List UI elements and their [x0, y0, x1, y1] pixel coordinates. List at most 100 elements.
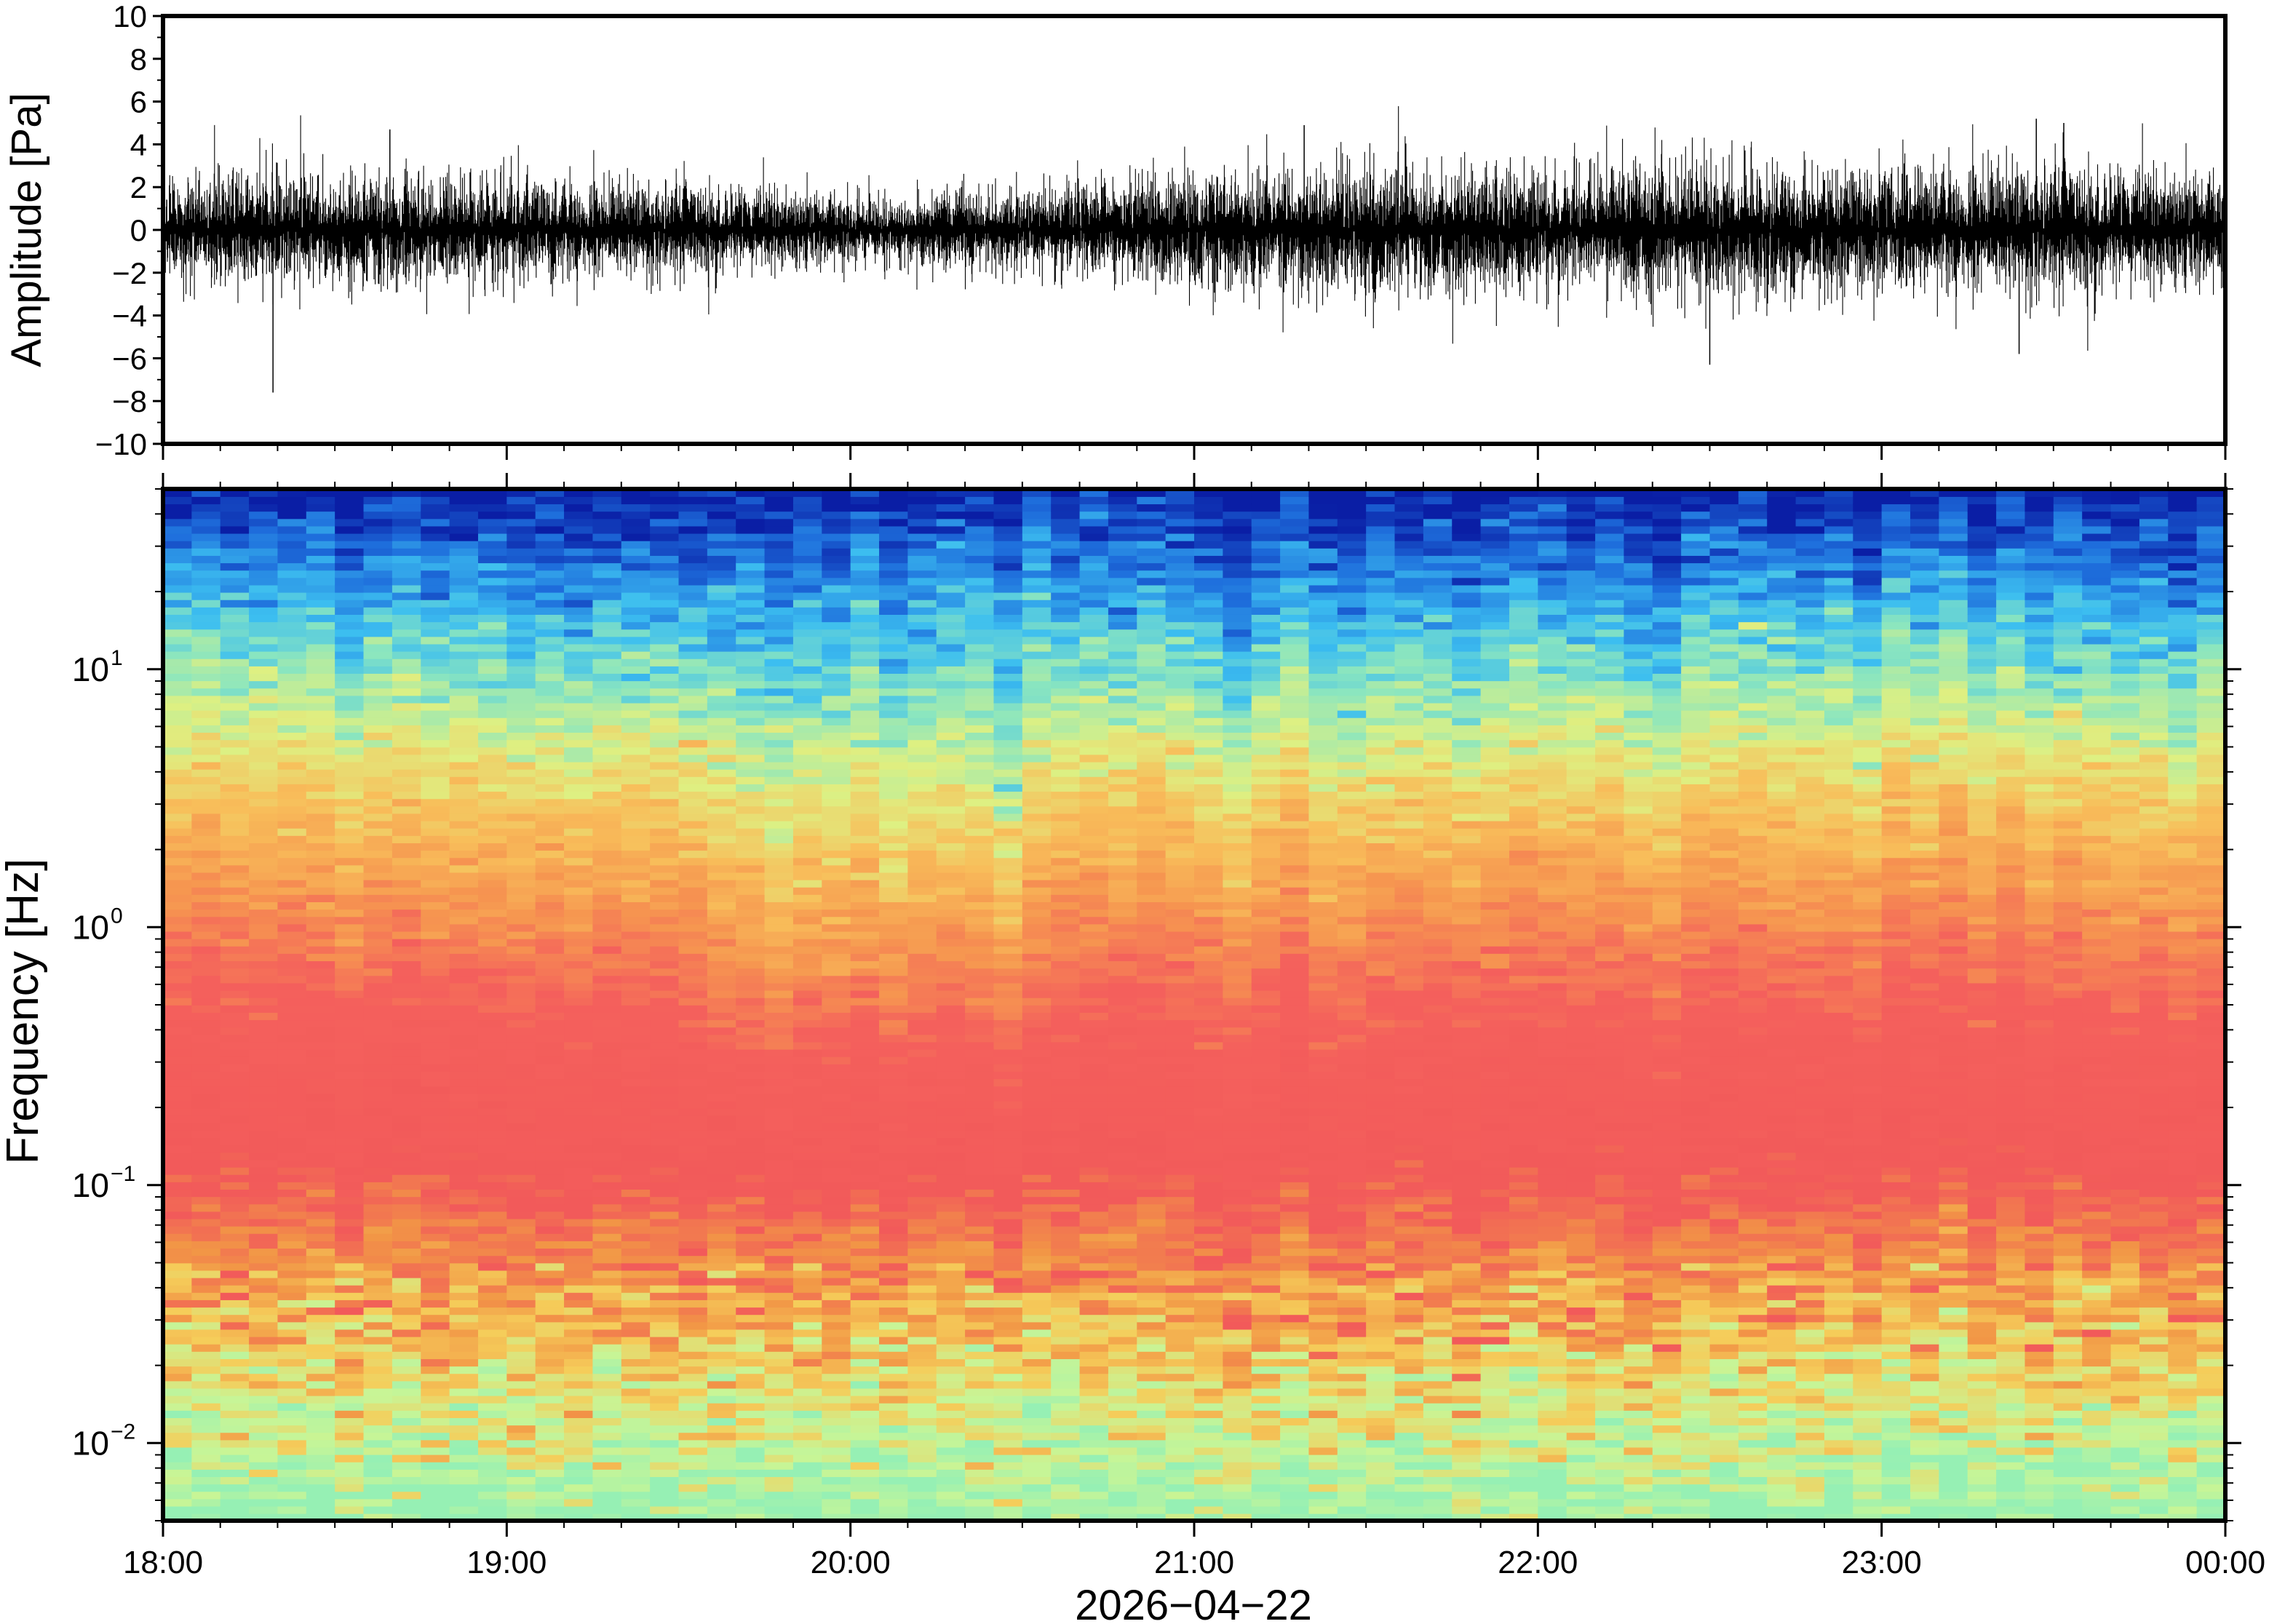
- spectrogram-cell: [965, 533, 995, 541]
- spectrogram-cell: [736, 650, 766, 659]
- spectrogram-cell: [965, 1093, 995, 1102]
- spectrogram-cell: [678, 1041, 708, 1050]
- spectrogram-cell: [736, 643, 766, 652]
- spectrogram-cell: [277, 577, 307, 586]
- spectrogram-cell: [1022, 864, 1052, 873]
- spectrogram-cell: [678, 1027, 708, 1035]
- spectrogram-cell: [822, 805, 851, 814]
- spectrogram-cell: [879, 879, 909, 888]
- spectrogram-cell: [421, 1189, 450, 1198]
- spectrogram-cell: [306, 666, 335, 674]
- spectrogram-cell: [879, 518, 909, 527]
- spectrogram-cell: [1108, 1262, 1138, 1271]
- spectrogram-cell: [993, 1012, 1023, 1021]
- spectrogram-cell: [736, 555, 766, 564]
- spectrogram-cell: [965, 879, 995, 888]
- spectrogram-cell: [1108, 1358, 1138, 1367]
- spectrogram-cell: [220, 614, 250, 623]
- spectrogram-cell: [1051, 872, 1081, 880]
- spectrogram-cell: [993, 1078, 1023, 1087]
- spectrogram-cell: [564, 1048, 594, 1057]
- spectrogram-cell: [592, 1410, 622, 1418]
- spectrogram-cell: [163, 548, 193, 556]
- spectrogram-cell: [650, 1425, 680, 1433]
- spectrogram-cell: [993, 1388, 1023, 1396]
- spectrogram-cell: [993, 688, 1023, 696]
- spectrogram-cell: [392, 1469, 422, 1478]
- spectrogram-cell: [707, 1130, 737, 1139]
- spectrogram-cell: [936, 1137, 966, 1146]
- spectrogram-cell: [1137, 1056, 1167, 1064]
- spectrogram-cell: [564, 1064, 594, 1072]
- spectrogram-cell: [535, 1093, 565, 1102]
- spectrogram-cell: [564, 629, 594, 637]
- spectrogram-cell: [764, 1329, 794, 1337]
- spectrogram-cell: [421, 592, 450, 600]
- spectrogram-cell: [392, 953, 422, 962]
- spectrogram-cell: [993, 650, 1023, 659]
- spectrogram-cell: [506, 864, 536, 873]
- spectrogram-cell: [993, 1513, 1023, 1521]
- spectrogram-cell: [163, 1196, 193, 1205]
- spectrogram-cell: [191, 503, 221, 512]
- spectrogram-cell: [306, 717, 335, 725]
- spectrogram-cell: [907, 1115, 937, 1123]
- spectrogram-cell: [592, 511, 622, 520]
- spectrogram-cell: [564, 1262, 594, 1271]
- spectrogram-cell: [650, 916, 680, 925]
- spectrogram-cell: [277, 673, 307, 682]
- spectrogram-cell: [1137, 1314, 1167, 1323]
- spectrogram-cell: [678, 1388, 708, 1396]
- spectrogram-cell: [191, 747, 221, 755]
- spectrogram-cell: [306, 688, 335, 696]
- spectrogram-cell: [335, 1241, 365, 1249]
- spectrogram-cell: [1079, 1071, 1109, 1080]
- spectrogram-cell: [792, 650, 823, 659]
- spectrogram-cell: [564, 982, 594, 991]
- spectrogram-cell: [564, 879, 594, 888]
- spectrogram-cell: [1165, 1417, 1195, 1426]
- spectrogram-cell: [850, 1159, 880, 1168]
- spectrogram-cell: [1022, 975, 1052, 984]
- spectrogram-cell: [936, 1241, 966, 1249]
- spectrogram-cell: [707, 1019, 737, 1028]
- spectrogram-cell: [535, 747, 565, 755]
- spectrogram-cell: [220, 938, 250, 947]
- spectrogram-cell: [993, 968, 1023, 976]
- spectrogram-cell: [736, 820, 766, 829]
- spectrogram-cell: [506, 1270, 536, 1278]
- spectrogram-cell: [850, 1284, 880, 1293]
- spectrogram-cell: [850, 658, 880, 666]
- spectrogram-cell: [621, 1402, 651, 1411]
- spectrogram-cell: [392, 857, 422, 866]
- spectrogram-cell: [363, 1203, 393, 1212]
- spectrogram-cell: [191, 1432, 221, 1441]
- spectrogram-cell: [650, 592, 680, 600]
- spectrogram-cell: [1022, 1248, 1052, 1257]
- spectrogram-cell: [1108, 1189, 1138, 1198]
- spectrogram-cell: [220, 1417, 250, 1426]
- spectrogram-cell: [163, 1100, 193, 1109]
- spectrogram-cell: [907, 607, 937, 615]
- spectrogram-cell: [936, 548, 966, 556]
- spectrogram-cell: [392, 1218, 422, 1227]
- spectrogram-cell: [392, 680, 422, 689]
- spectrogram-cell: [993, 1402, 1023, 1411]
- spectrogram-cell: [220, 1358, 250, 1367]
- spectrogram-cell: [764, 577, 794, 586]
- spectrogram-cell: [592, 496, 622, 505]
- spectrogram-cell: [621, 1336, 651, 1345]
- spectrogram-cell: [707, 835, 737, 843]
- spectrogram-cell: [965, 747, 995, 755]
- spectrogram-cell: [621, 820, 651, 829]
- spectrogram-cell: [621, 525, 651, 534]
- spectrogram-cell: [335, 1432, 365, 1441]
- spectrogram-cell: [421, 709, 450, 718]
- spectrogram-cell: [621, 1476, 651, 1485]
- spectrogram-cell: [191, 518, 221, 527]
- spectrogram-cell: [621, 1299, 651, 1308]
- spectrogram-cell: [363, 555, 393, 564]
- spectrogram-cell: [764, 1203, 794, 1212]
- spectrogram-cell: [993, 1343, 1023, 1352]
- spectrogram-cell: [249, 1351, 279, 1359]
